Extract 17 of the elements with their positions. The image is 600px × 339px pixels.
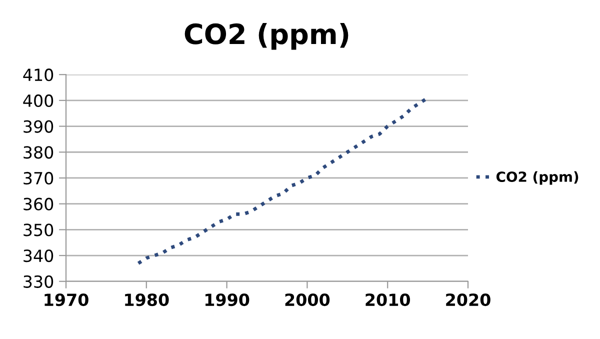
y-tick-label: 380 — [24, 146, 54, 159]
chart-title: CO2 (ppm) — [184, 22, 348, 50]
x-tick-label: 2010 — [366, 293, 410, 306]
y-tick-label: 340 — [24, 249, 54, 262]
x-tick-label: 1980 — [125, 293, 169, 306]
legend-label: CO2 (ppm) — [496, 171, 578, 185]
y-tick-label: 350 — [24, 224, 54, 236]
y-tick-label: 370 — [24, 172, 54, 185]
y-tick-label: 390 — [24, 120, 54, 133]
x-tick-label: 2020 — [446, 293, 490, 306]
x-tick-label: 1970 — [44, 293, 88, 306]
x-tick-label: 1990 — [205, 293, 250, 306]
y-tick-label: 410 — [23, 68, 54, 82]
x-tick-label: 2000 — [285, 293, 330, 306]
y-tick-label: 330 — [24, 275, 54, 288]
y-tick-label: 360 — [24, 198, 54, 210]
y-tick-label: 400 — [23, 94, 54, 107]
